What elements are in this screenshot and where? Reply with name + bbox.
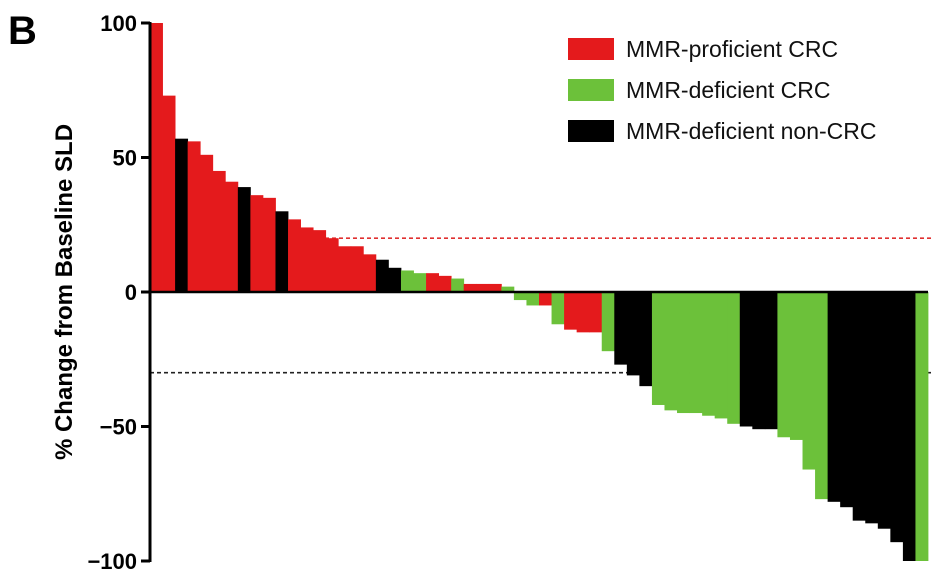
bar bbox=[689, 292, 703, 414]
bar bbox=[325, 238, 339, 292]
bar bbox=[476, 283, 490, 292]
y-tick-label: 100 bbox=[100, 11, 137, 36]
bar bbox=[915, 292, 929, 561]
bar bbox=[400, 270, 414, 292]
bar bbox=[162, 95, 176, 292]
bar bbox=[739, 292, 753, 427]
bar bbox=[589, 292, 603, 333]
bar bbox=[764, 292, 778, 430]
bar bbox=[639, 292, 653, 387]
bar bbox=[363, 254, 377, 292]
bar bbox=[413, 273, 427, 292]
legend-label: MMR-deficient non-CRC bbox=[626, 118, 877, 144]
y-tick-label: 0 bbox=[125, 280, 137, 305]
bar bbox=[802, 292, 816, 470]
bar bbox=[789, 292, 803, 440]
bar bbox=[815, 292, 829, 500]
bar bbox=[313, 230, 327, 292]
bar bbox=[752, 292, 766, 430]
bar bbox=[175, 138, 189, 292]
bar bbox=[576, 292, 590, 333]
bar bbox=[451, 278, 465, 292]
y-axis-title: % Change from Baseline SLD bbox=[51, 124, 78, 460]
bar bbox=[601, 292, 615, 352]
legend-swatch bbox=[568, 38, 614, 60]
bar bbox=[677, 292, 690, 414]
bar bbox=[375, 259, 389, 292]
bar bbox=[551, 292, 565, 325]
bar bbox=[614, 292, 628, 365]
y-tick-label: 50 bbox=[113, 146, 137, 171]
bar bbox=[840, 292, 854, 508]
bar bbox=[237, 187, 251, 292]
bar bbox=[212, 170, 226, 292]
bar bbox=[438, 275, 452, 292]
panel-label: B bbox=[8, 9, 37, 53]
bar bbox=[777, 292, 791, 438]
bar bbox=[664, 292, 678, 411]
legend-swatch bbox=[568, 79, 614, 101]
bar bbox=[338, 246, 352, 292]
legend: MMR-proficient CRC MMR-deficient CRC MMR-d… bbox=[568, 36, 877, 144]
bar bbox=[714, 292, 728, 419]
y-tick-label: −50 bbox=[100, 415, 137, 440]
bar bbox=[250, 195, 264, 292]
bars bbox=[150, 23, 929, 561]
bar bbox=[388, 267, 402, 292]
bar bbox=[488, 283, 502, 292]
bar bbox=[564, 292, 578, 330]
legend-label: MMR-proficient CRC bbox=[626, 36, 838, 62]
bar bbox=[865, 292, 879, 524]
bar bbox=[300, 227, 314, 292]
bar bbox=[651, 292, 665, 405]
bar bbox=[225, 181, 239, 292]
axes bbox=[148, 22, 928, 562]
bar bbox=[827, 292, 841, 502]
y-tick-label: −100 bbox=[87, 549, 137, 571]
bar bbox=[513, 292, 527, 301]
bar bbox=[501, 286, 515, 292]
bar bbox=[526, 292, 540, 306]
legend-swatch bbox=[568, 120, 614, 142]
bar bbox=[463, 283, 477, 292]
bar bbox=[890, 292, 904, 543]
bar bbox=[426, 273, 440, 292]
bar bbox=[288, 219, 301, 292]
legend-label: MMR-deficient CRC bbox=[626, 77, 830, 103]
bar bbox=[187, 141, 201, 292]
bar bbox=[626, 292, 640, 376]
bar bbox=[150, 23, 163, 292]
bar bbox=[727, 292, 741, 424]
bar bbox=[539, 292, 552, 306]
y-ticks: 100 50 0 −50 −100 bbox=[87, 11, 150, 571]
bar bbox=[350, 246, 364, 292]
bar bbox=[877, 292, 891, 529]
bar bbox=[262, 197, 276, 292]
bar bbox=[702, 292, 716, 416]
bar bbox=[200, 154, 214, 292]
bar bbox=[852, 292, 866, 521]
bar bbox=[275, 211, 289, 292]
bar bbox=[902, 292, 916, 561]
